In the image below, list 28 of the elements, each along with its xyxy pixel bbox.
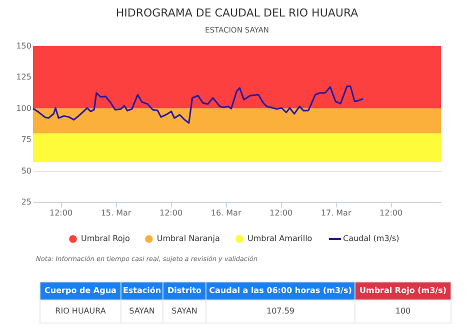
y-tick-label: 75 [21,135,32,144]
y-tick-label: 50 [21,166,32,176]
y-tick-label: 150 [16,42,32,50]
text: Estación [122,286,162,295]
text: Umbral Rojo (m3/s) [359,286,447,295]
text: Caudal a las 06:00 horas (m3/s) [209,286,352,295]
legend-label: Umbral Rojo [81,234,130,243]
text: Cuerpo de Agua [44,286,116,295]
text: 100 [395,306,411,316]
text: RIO HUAURA [55,306,106,316]
x-tick-label: 15. Mar [100,208,132,218]
y-tick-label: 100 [16,104,32,113]
chart-title: HIDROGRAMA DE CAUDAL DEL RIO HUAURA [116,6,359,20]
text: Distrito [168,286,202,295]
text: 107.59 [266,306,294,316]
x-tick-label: 17. Mar [320,208,352,218]
x-tick-label: 12:00 [380,208,403,218]
y-tick-label: 25 [21,198,32,206]
x-tick-label: 12:00 [270,208,293,218]
x-tick-label: 12:00 [159,208,183,218]
legend-label: Umbral Naranja [156,234,220,243]
x-tick-label: 12:00 [49,208,73,218]
text: SAYAN [129,306,155,316]
x-tick-label: 16. Mar [210,208,242,218]
legend-label: Umbral Amarillo [248,234,312,243]
y-tick-label: 125 [16,72,32,82]
legend-label: Caudal (m3/s) [343,234,400,243]
text: SAYAN [172,306,198,316]
